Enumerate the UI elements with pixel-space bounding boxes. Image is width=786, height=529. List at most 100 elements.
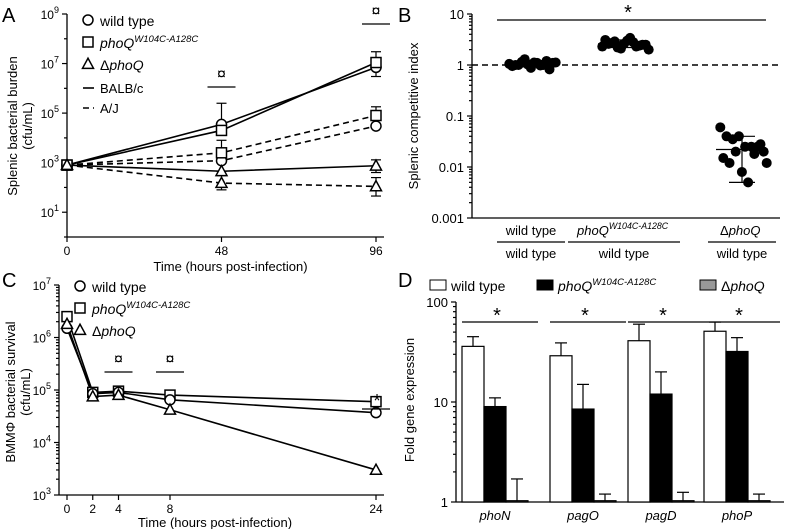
- y-tick-label: 103: [33, 486, 51, 503]
- y-tick-label: 107: [41, 55, 59, 72]
- category-denominator: wild type: [716, 246, 768, 261]
- significance-star: *: [735, 305, 743, 327]
- data-point-triangle: [214, 175, 229, 189]
- data-point-circle: [370, 120, 382, 132]
- x-tick-label: 4: [115, 502, 122, 516]
- y-tick-label: 100: [426, 295, 448, 310]
- data-point: [715, 122, 726, 133]
- panel-letter-b: B: [398, 5, 411, 27]
- bar-1: [483, 405, 507, 503]
- y-tick-label: 109: [41, 5, 59, 22]
- bar-1: [571, 408, 595, 503]
- annotation-symbol: ¤: [114, 351, 123, 368]
- category-denominator: wild type: [598, 246, 650, 261]
- data-point-triangle: [369, 462, 383, 476]
- y-tick-label: 0.001: [431, 211, 464, 226]
- category-label: phoN: [478, 508, 511, 523]
- bar-1: [725, 350, 749, 503]
- category-label: pagO: [566, 508, 599, 523]
- data-point: [749, 148, 760, 159]
- y-tick-label: 0.1: [446, 109, 464, 124]
- y-tick-label: 106: [33, 329, 51, 346]
- x-tick-label: 0: [64, 502, 71, 516]
- y-tick-label: 10: [450, 7, 464, 22]
- bar-2: [671, 500, 695, 503]
- legend-label: phoQW104C-A128C: [99, 34, 198, 51]
- data-point-triangle: [60, 316, 74, 330]
- data-point-triangle: [60, 157, 74, 171]
- category-label: phoP: [721, 508, 753, 523]
- y-axis-title: Fold gene expression: [402, 338, 417, 462]
- bar-2: [505, 500, 529, 503]
- panel-letter-d: D: [398, 270, 412, 292]
- legend-label: ΔphoQ: [721, 278, 765, 294]
- data-point: [724, 157, 735, 168]
- y-tick-label: 1: [457, 58, 464, 73]
- legend-label: wild type: [91, 279, 147, 295]
- legend-marker-circle: [74, 280, 86, 292]
- legend-label: wild type: [450, 278, 506, 294]
- legend-swatch: [429, 279, 447, 291]
- category-label: phoQW104C-A128C wild type: [568, 221, 680, 261]
- category-label: wild type wild type: [497, 223, 565, 261]
- annotation-symbol: ¤: [372, 3, 381, 20]
- y-tick-label: 105: [33, 381, 51, 398]
- data-point: [755, 139, 766, 150]
- legend-swatch: [699, 279, 717, 291]
- bar-2: [593, 500, 617, 503]
- panel-letter-c: C: [2, 270, 16, 292]
- annotation-symbol: *: [373, 391, 380, 411]
- y-axis-title: Splenic competitive index: [406, 42, 421, 189]
- significance-star: *: [493, 305, 501, 327]
- annotation-symbol: ¤: [217, 66, 226, 83]
- bar-0: [627, 340, 651, 503]
- x-tick-label: 48: [215, 244, 229, 258]
- category-denominator: wild type: [505, 246, 557, 261]
- data-point: [643, 44, 654, 55]
- data-point-triangle: [163, 402, 177, 415]
- panel-d-chart: 1 10 100 Fold gene expression phoN * pagO * pagD…: [402, 277, 784, 523]
- data-point-square: [370, 395, 382, 408]
- legend-label: phoQW104C-A128C: [557, 277, 656, 294]
- legend-label: wild type: [99, 13, 155, 29]
- category-label: pagD: [644, 508, 676, 523]
- legend-swatch: [536, 279, 554, 291]
- panel-a-chart: 101 103 105 107 109 0 48 96 Time (hours post-inf…: [5, 3, 390, 274]
- significance-star: *: [624, 2, 632, 24]
- legend-marker-triangle: [73, 322, 87, 336]
- annotation-symbol: ¤: [166, 351, 175, 368]
- x-tick-label: 0: [64, 244, 71, 258]
- category-numerator: wild type: [505, 223, 557, 238]
- panel-b-chart: 0.001 0.01 0.1 1 10 Splenic competitive index…: [406, 2, 780, 261]
- y-tick-label: 103: [41, 154, 59, 171]
- category-numerator: ΔphoQ: [720, 223, 761, 238]
- bar-0: [461, 345, 485, 503]
- legend-label: BALB/c: [100, 81, 144, 96]
- legend-marker-square: [82, 36, 94, 48]
- y-tick-label: 107: [33, 276, 51, 293]
- x-tick-label: 8: [167, 502, 174, 516]
- data-point: [550, 57, 561, 68]
- bar-0: [703, 330, 727, 503]
- legend-label: ΔphoQ: [92, 323, 136, 339]
- x-tick-label: 96: [369, 244, 383, 258]
- data-point: [519, 54, 530, 65]
- bar-1: [649, 393, 673, 503]
- y-tick-label: 105: [41, 104, 59, 121]
- legend-marker-circle: [82, 14, 94, 26]
- data-point-square: [370, 56, 382, 69]
- data-point-square: [215, 147, 228, 159]
- y-tick-label: 10: [434, 395, 448, 410]
- bar-2: [747, 500, 771, 503]
- data-point-triangle: [111, 387, 126, 401]
- y-tick-label: 1: [441, 495, 448, 510]
- x-axis-title: Time (hours post-infection): [153, 259, 307, 274]
- x-tick-label: 24: [369, 502, 383, 516]
- data-point: [544, 64, 555, 75]
- data-point: [761, 157, 772, 168]
- data-point: [625, 32, 636, 43]
- y-tick-label: 104: [33, 434, 51, 451]
- y-tick-label: 0.01: [439, 160, 464, 175]
